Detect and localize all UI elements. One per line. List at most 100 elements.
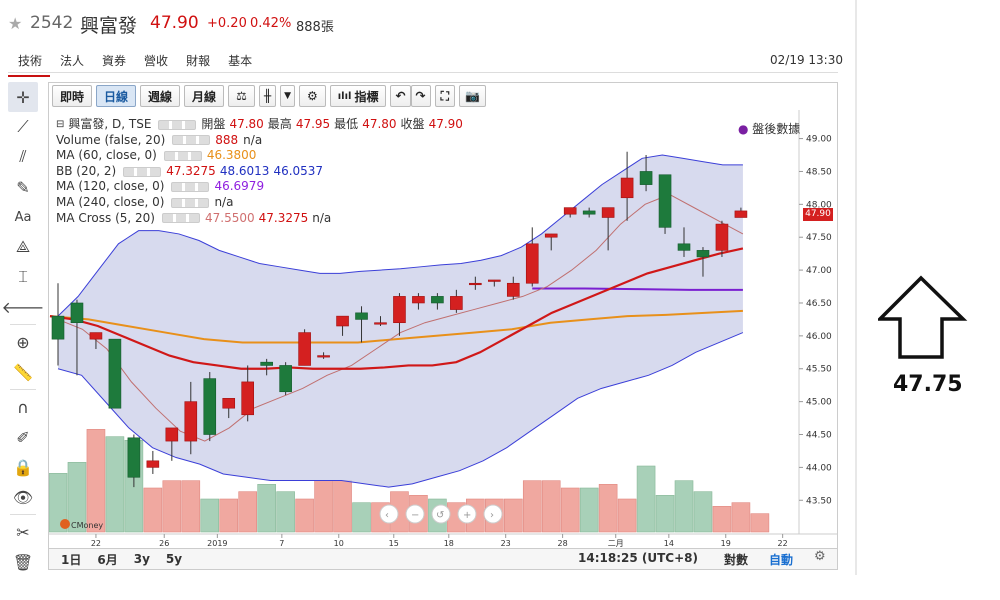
stock-price: 47.90	[150, 13, 199, 33]
zoom-in-icon[interactable]: ⊕	[16, 332, 30, 352]
volume-bar	[86, 429, 106, 533]
price-change: +0.20	[207, 16, 247, 31]
volume-bar	[181, 480, 201, 533]
tab-basic[interactable]: 基本	[228, 54, 253, 68]
legend-controls[interactable]	[161, 213, 200, 224]
chart-type-icon[interactable]: ╫	[258, 85, 277, 107]
legend-controls[interactable]	[172, 135, 211, 146]
candle-body	[431, 296, 444, 304]
toolbar-separator	[10, 514, 36, 515]
range-3y-button[interactable]: 3y	[133, 552, 150, 566]
text-tool-icon[interactable]: Aa	[14, 209, 32, 225]
y-tick-label: 49.00	[806, 135, 832, 145]
weekly-button[interactable]: 週線	[140, 85, 181, 107]
chevron-down-icon[interactable]: ▼	[280, 85, 295, 107]
tab-financials[interactable]: 財報	[186, 54, 211, 68]
redo-icon[interactable]: ↷	[410, 85, 431, 107]
candle-body	[165, 427, 179, 442]
range-1d-button[interactable]: 1日	[61, 552, 82, 567]
legend-controls[interactable]	[123, 166, 162, 177]
pitchfork-icon[interactable]: ⫽	[19, 147, 27, 166]
compare-icon[interactable]: ⚖	[228, 85, 255, 107]
camera-icon[interactable]: 📷	[459, 85, 486, 107]
after-hours-toggle[interactable]: ● 盤後數據	[738, 120, 800, 137]
candle-body	[146, 460, 160, 468]
monthly-button[interactable]: 月線	[184, 85, 225, 107]
settings-gear-icon[interactable]: ⚙	[298, 85, 326, 107]
macross-v2: 47.3275	[258, 210, 309, 225]
candle-body	[734, 210, 748, 218]
candle-body	[469, 282, 482, 286]
tab-institutional[interactable]: 法人	[60, 54, 85, 68]
y-tick-label: 45.00	[806, 398, 832, 408]
legend-controls[interactable]	[171, 182, 210, 193]
legend-volume: Volume (false, 20) 888 n/a	[56, 133, 463, 149]
crosshair-icon[interactable]: ✛	[8, 82, 38, 112]
legend-controls[interactable]	[171, 197, 210, 208]
chart-settings-icon[interactable]: ⚙	[814, 549, 826, 564]
candle-body	[222, 398, 236, 409]
brush-icon[interactable]: ✎	[16, 177, 30, 197]
range-5y-button[interactable]: 5y	[165, 552, 183, 566]
tab-margin[interactable]: 資券	[102, 54, 127, 68]
legend-ma240: MA (240, close, 0) n/a	[56, 195, 463, 211]
last-price-tag: 47.90	[803, 208, 833, 221]
chart-toolbar: 即時 日線 週線 月線 ⚖ ╫ ▼ ⚙ ılıl 指標 ↶ ↷ ⛶ 📷	[52, 85, 490, 107]
volume-bar	[655, 495, 675, 533]
annotation-value: 47.75	[893, 372, 963, 397]
magnet-icon[interactable]: ∩	[17, 397, 29, 417]
volume-bar	[636, 465, 656, 533]
tab-revenue[interactable]: 營收	[144, 54, 169, 68]
candle-body	[70, 302, 84, 324]
legend-icon: ⊟	[56, 119, 65, 130]
pencil-lock-icon[interactable]: ✐	[16, 427, 30, 447]
trash-icon[interactable]: 🗑	[12, 552, 34, 572]
candle-body	[488, 279, 501, 282]
legend-controls[interactable]	[158, 119, 197, 130]
favorite-star-icon[interactable]: ★	[8, 14, 23, 33]
ma120-line	[532, 287, 743, 291]
toolbar-separator	[10, 324, 36, 325]
legend-bb: BB (20, 2) 47.3275 48.6013 46.0537	[56, 164, 463, 180]
tab-technical[interactable]: 技術	[8, 50, 51, 77]
volume-bar	[560, 487, 580, 533]
x-tick-label: 22	[778, 539, 788, 548]
hide-eye-icon[interactable]: 👁	[12, 487, 34, 507]
candle-body	[582, 210, 596, 215]
log-scale-button[interactable]: 對數	[724, 553, 749, 567]
legend-title: 興富發, D, TSE	[68, 117, 152, 131]
indicators-button[interactable]: ılıl 指標	[329, 85, 387, 107]
fullscreen-icon[interactable]: ⛶	[434, 85, 456, 107]
lock-icon[interactable]: 🔒	[13, 457, 33, 477]
volume-bar	[49, 473, 68, 533]
trend-line-icon[interactable]: ⟋	[17, 117, 29, 136]
range-6m-button[interactable]: 6月	[97, 552, 118, 567]
volume-bar	[162, 480, 182, 533]
legend-controls[interactable]	[163, 150, 202, 161]
macross-v3: n/a	[312, 210, 332, 225]
intraday-button[interactable]: 即時	[52, 85, 93, 107]
high-value: 47.95	[295, 117, 331, 131]
close-label: 收盤	[400, 117, 425, 131]
pattern-icon[interactable]: ⟁	[15, 237, 31, 256]
ruler-icon[interactable]: 📏	[13, 362, 33, 382]
panel-edge	[855, 0, 857, 575]
zoom-in-glyph: +	[463, 510, 471, 521]
close-value: 47.90	[428, 117, 463, 131]
x-tick-label: 18	[444, 539, 454, 548]
volume-bar	[731, 502, 751, 533]
volume-value: 888	[215, 132, 239, 147]
measure-icon[interactable]: ⌶	[18, 267, 28, 286]
x-tick-label: 19	[721, 539, 731, 548]
auto-scale-button[interactable]: 自動	[769, 553, 794, 567]
arrow-left-icon[interactable]: 🡐	[1, 298, 45, 317]
zoom-out-glyph: −	[411, 510, 419, 521]
volume-bar	[67, 462, 87, 533]
price-chart[interactable]: 49.00 48.50 48.00 47.50 47.00 46.50 46.00 45.50…	[49, 110, 837, 548]
tools-icon[interactable]: ✂	[16, 522, 30, 542]
bb-lower: 46.0537	[273, 163, 324, 178]
volume-bar	[200, 498, 220, 533]
undo-icon[interactable]: ↶	[390, 85, 411, 107]
daily-button[interactable]: 日線	[96, 85, 137, 107]
logo-mark	[60, 519, 70, 529]
